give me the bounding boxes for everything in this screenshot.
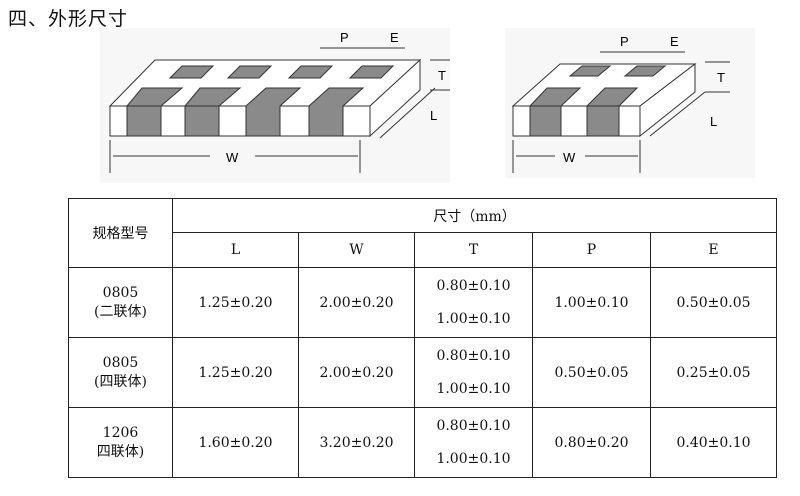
t-value: 0.80±0.10: [436, 347, 511, 364]
t-value: 0.80±0.10: [436, 417, 511, 434]
cell-T: 0.80±0.10 1.00±0.10: [414, 337, 533, 408]
col-P: P: [532, 232, 651, 268]
section-title: 四、外形尺寸: [8, 8, 129, 30]
size-header: 尺寸（mm）: [172, 198, 777, 233]
cell-P: 0.50±0.05: [532, 337, 651, 408]
label-W: W: [563, 150, 576, 165]
label-P: P: [340, 30, 349, 45]
cell-L: 1.60±0.20: [172, 407, 299, 478]
t-value: 0.80±0.10: [436, 277, 511, 294]
cell-W: 2.00±0.20: [298, 337, 415, 408]
label-W: W: [226, 150, 239, 165]
two-array-diagram: W P E T L: [505, 28, 755, 178]
cell-T: 0.80±0.10 1.00±0.10: [414, 267, 533, 338]
label-T: T: [717, 70, 725, 85]
label-L: L: [710, 114, 717, 129]
model-type: 四联体): [96, 443, 145, 460]
cell-P: 1.00±0.10: [532, 267, 651, 338]
col-T: T: [414, 232, 533, 268]
dimension-table: 规格型号 尺寸（mm） L W T P E 0805 (二联体) 1.25±0.2…: [68, 198, 777, 478]
model-cell: 0805 (四联体): [68, 337, 173, 408]
col-L: L: [172, 232, 299, 268]
cell-P: 0.80±0.20: [532, 407, 651, 478]
cell-L: 1.25±0.20: [172, 337, 299, 408]
label-E: E: [670, 34, 679, 49]
model-size: 0805: [102, 354, 139, 371]
cell-E: 0.40±0.10: [650, 407, 777, 478]
cell-E: 0.50±0.05: [650, 267, 777, 338]
four-array-diagram: W P E T L: [100, 28, 450, 183]
table-row: 0805 (四联体) 1.25±0.20 2.00±0.20 0.80±0.10 1…: [68, 337, 777, 408]
label-E: E: [390, 30, 399, 45]
t-value: 1.00±0.10: [436, 310, 511, 327]
model-size: 1206: [102, 424, 139, 441]
model-type: (四联体): [94, 373, 147, 390]
t-value: 1.00±0.10: [436, 380, 511, 397]
col-W: W: [298, 232, 415, 268]
label-L: L: [430, 108, 437, 123]
model-cell: 0805 (二联体): [68, 267, 173, 338]
model-cell: 1206 四联体): [68, 407, 173, 478]
cell-L: 1.25±0.20: [172, 267, 299, 338]
model-type: (二联体): [94, 303, 147, 320]
cell-W: 2.00±0.20: [298, 267, 415, 338]
col-E: E: [650, 232, 777, 268]
cell-E: 0.25±0.05: [650, 337, 777, 408]
t-value: 1.00±0.10: [436, 450, 511, 467]
label-T: T: [438, 68, 446, 83]
model-header: 规格型号: [68, 198, 173, 268]
label-P: P: [620, 34, 629, 49]
table-row: 1206 四联体) 1.60±0.20 3.20±0.20 0.80±0.10 1.…: [68, 407, 777, 478]
cell-W: 3.20±0.20: [298, 407, 415, 478]
cell-T: 0.80±0.10 1.00±0.10: [414, 407, 533, 478]
model-size: 0805: [102, 284, 139, 301]
table-row: 0805 (二联体) 1.25±0.20 2.00±0.20 0.80±0.10 1…: [68, 267, 777, 338]
